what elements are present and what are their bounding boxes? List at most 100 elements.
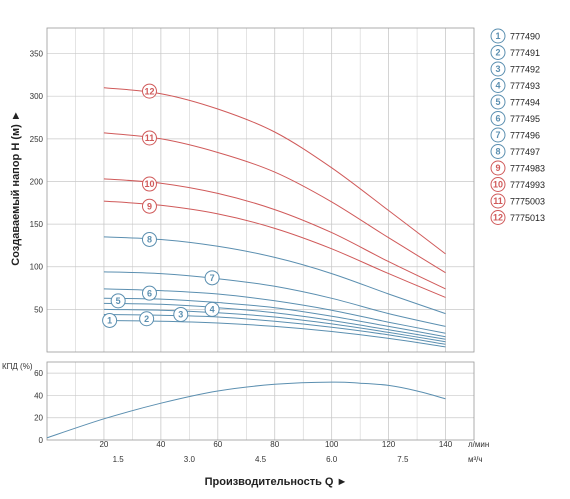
legend-badge-number: 9 <box>495 163 500 173</box>
legend-badge <box>490 160 506 176</box>
legend-label: 777490 <box>510 32 540 42</box>
legend-item-10: 10 7774993 <box>490 177 545 192</box>
efficiency-chart-grid <box>47 362 474 440</box>
legend-badge-number: 4 <box>495 81 500 91</box>
x-tick-label-lpm: 100 <box>325 440 339 449</box>
legend-item-4: 4 777493 <box>490 78 540 93</box>
x-tick-label-m3h: 4.5 <box>255 455 267 464</box>
legend-label: 777492 <box>510 65 540 75</box>
head-curve-3 <box>103 308 446 343</box>
x-tick-label-lpm: 140 <box>439 440 453 449</box>
curve-badge-11: 11 <box>141 130 157 146</box>
legend-item-9: 9 7774983 <box>490 160 545 176</box>
x-tick-label-lpm: 40 <box>156 440 165 449</box>
x-tick-labels-m3h: 1.5 3.0 4.5 6.0 7.5 <box>113 455 409 464</box>
legend-item-7: 7 777496 <box>490 127 540 143</box>
legend-item-5: 5 777494 <box>490 94 540 110</box>
curve-badge-number: 11 <box>145 133 155 143</box>
legend: 1 777490 2 777491 3 777492 4 777493 5 777494 6 7774… <box>490 28 545 225</box>
head-y-tick-label: 200 <box>30 177 44 186</box>
curve-badge-circle <box>110 293 126 309</box>
legend-label: 7774983 <box>510 164 545 174</box>
legend-badge-number: 3 <box>495 64 500 74</box>
head-y-tick-label: 300 <box>30 92 44 101</box>
legend-item-11: 11 7775003 <box>490 193 545 209</box>
legend-badge <box>490 78 506 93</box>
curve-badge-12: 12 <box>141 83 157 99</box>
legend-label: 7775013 <box>510 213 545 223</box>
x-axis-title: Производительность Q ► <box>205 476 348 488</box>
curve-badge-10: 10 <box>141 176 157 192</box>
curve-badge-number: 10 <box>144 179 154 189</box>
legend-badge <box>490 61 506 77</box>
curve-badge-6: 6 <box>141 285 157 301</box>
efficiency-plot-border <box>46 361 475 441</box>
curve-badge-circle <box>141 130 157 146</box>
legend-badge-number: 6 <box>495 114 500 124</box>
legend-badge-number: 7 <box>495 130 500 140</box>
head-y-tick-labels: 50 100 150 200 250 300 350 <box>30 50 44 315</box>
legend-label: 7775003 <box>510 197 545 207</box>
curve-badge-circle <box>173 306 189 322</box>
x-tick-label-lpm: 20 <box>99 440 108 449</box>
curve-badge-number: 9 <box>147 201 152 211</box>
head-plot-border <box>46 27 475 353</box>
head-curve-1 <box>103 320 446 348</box>
head-chart-grid <box>47 28 474 352</box>
head-curve-5 <box>103 297 446 338</box>
curve-badge-circle <box>204 270 220 286</box>
efficiency-y-tick-label: 60 <box>34 369 43 378</box>
x-tick-labels-lpm: 20 40 60 80 100 120 140 <box>99 440 452 449</box>
legend-badge <box>490 94 506 110</box>
legend-badge-number: 12 <box>493 213 503 223</box>
x-tick-label-lpm: 120 <box>382 440 396 449</box>
x-tick-label-lpm: 60 <box>213 440 222 449</box>
curve-badge-number: 1 <box>107 316 112 326</box>
x-tick-label-m3h: 3.0 <box>184 455 196 464</box>
legend-badge-number: 2 <box>495 48 500 58</box>
curve-badge-circle <box>102 312 118 328</box>
x-tick-label-m3h: 1.5 <box>113 455 125 464</box>
legend-label: 777496 <box>510 131 540 141</box>
curve-badge-1: 1 <box>102 312 118 328</box>
legend-badge-number: 11 <box>493 196 503 206</box>
curve-badge-2: 2 <box>139 311 155 327</box>
head-curve-11 <box>103 132 446 274</box>
legend-item-1: 1 777490 <box>490 28 540 44</box>
efficiency-y-tick-label: 20 <box>34 414 43 423</box>
x-tick-label-m3h: 7.5 <box>397 455 409 464</box>
head-y-tick-label: 50 <box>34 305 43 314</box>
head-curve-10 <box>103 178 446 290</box>
legend-label: 777497 <box>510 147 540 157</box>
head-y-tick-label: 150 <box>30 220 44 229</box>
head-curve-9 <box>103 200 446 298</box>
efficiency-y-tick-label: 0 <box>39 436 44 445</box>
curve-badge-5: 5 <box>110 293 126 309</box>
legend-badge <box>490 177 506 192</box>
curve-badge-circle <box>141 83 157 99</box>
curve-badge-number: 3 <box>178 310 183 320</box>
legend-badge-number: 1 <box>495 31 500 41</box>
curve-badge-number: 2 <box>144 314 149 324</box>
x-unit-lpm: л/мин <box>468 440 489 449</box>
head-curves <box>103 87 446 348</box>
legend-item-12: 12 7775013 <box>490 210 545 225</box>
head-curve-4 <box>103 302 446 340</box>
legend-label: 777493 <box>510 81 540 91</box>
efficiency-line <box>46 381 446 439</box>
x-tick-label-m3h: 6.0 <box>326 455 338 464</box>
legend-badge-number: 5 <box>495 97 500 107</box>
efficiency-curve <box>46 381 446 439</box>
efficiency-y-axis-title: КПД (%) <box>2 362 33 371</box>
head-curve-6 <box>103 288 446 334</box>
efficiency-y-tick-labels: 0 20 40 60 <box>34 369 43 445</box>
head-curve-2 <box>103 314 446 345</box>
curve-badge-number: 7 <box>210 273 215 283</box>
head-y-tick-label: 250 <box>30 135 44 144</box>
legend-badge <box>490 111 506 126</box>
efficiency-y-tick-label: 40 <box>34 391 43 400</box>
curve-badge-circle <box>204 301 220 317</box>
curve-badge-number: 5 <box>116 296 121 306</box>
